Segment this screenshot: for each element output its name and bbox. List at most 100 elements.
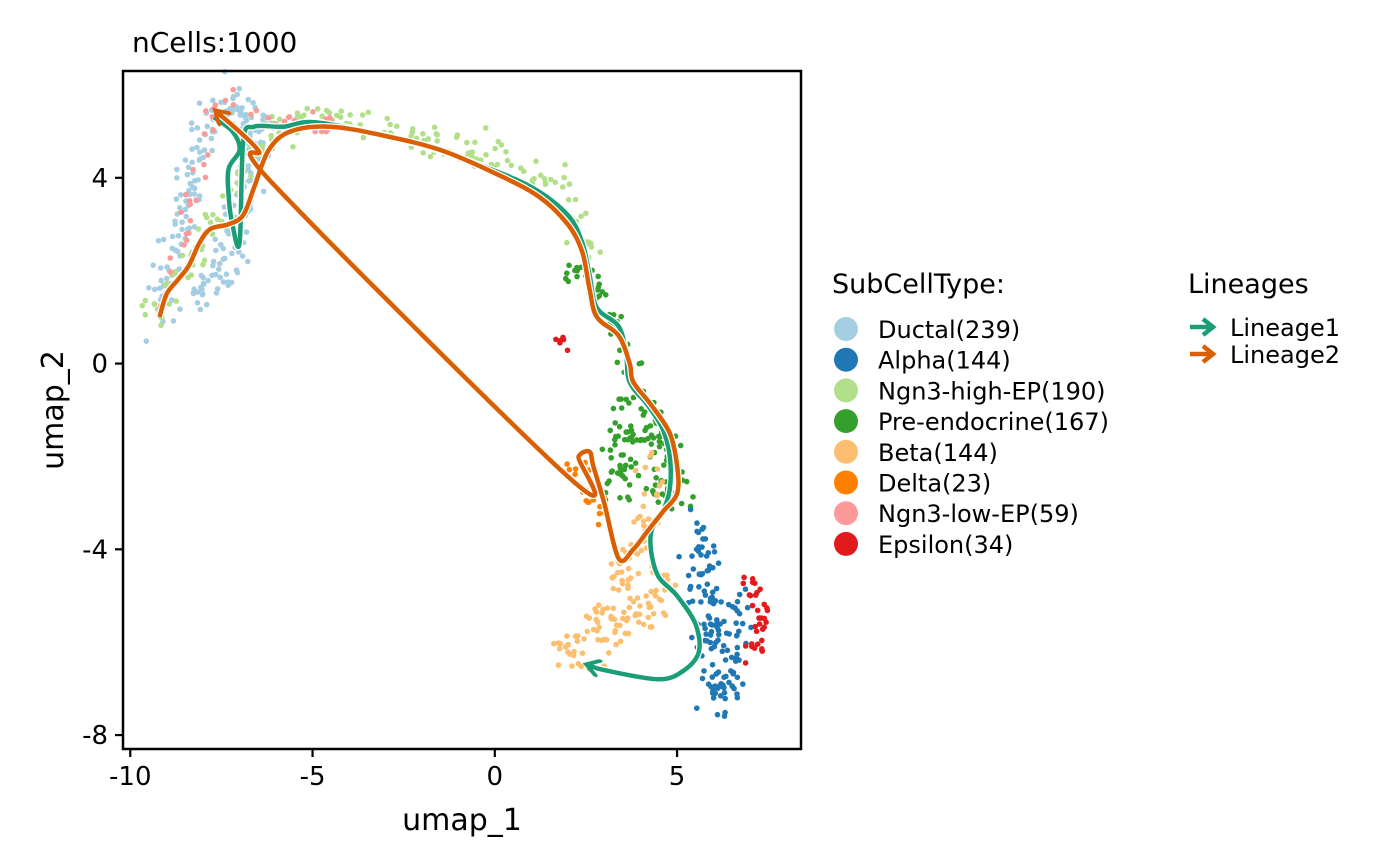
cell-point: [200, 261, 206, 268]
cell-point: [723, 630, 730, 636]
legend-swatch: [834, 409, 858, 434]
cell-point: [205, 152, 211, 158]
cell-point: [622, 630, 628, 637]
cell-point: [721, 618, 727, 625]
cell-point: [347, 112, 354, 118]
cell-point: [761, 624, 767, 630]
cell-point: [197, 156, 203, 162]
cell-point: [709, 661, 716, 668]
cell-point: [319, 113, 325, 119]
cell-point: [628, 427, 635, 434]
cell-point: [740, 580, 747, 587]
cell-point: [216, 260, 223, 267]
cell-point: [222, 97, 229, 104]
cell-point: [260, 117, 266, 123]
cell-point: [207, 219, 214, 226]
cell-point: [253, 107, 260, 114]
cell-point: [223, 108, 230, 114]
cell-point: [197, 306, 204, 313]
cell-point: [637, 513, 643, 520]
cell-point: [643, 485, 650, 492]
cell-point: [632, 612, 639, 619]
cell-point: [599, 289, 605, 295]
cell-point: [704, 568, 710, 574]
cell-point: [427, 153, 434, 160]
cell-point: [177, 306, 183, 313]
legend-swatch: [834, 470, 858, 495]
cell-point: [715, 560, 722, 566]
cell-point: [701, 668, 707, 674]
cell-point: [152, 286, 158, 293]
cell-point: [595, 637, 601, 643]
cell-point: [248, 111, 254, 118]
cell-point: [627, 575, 634, 581]
cell-point: [260, 188, 267, 195]
cell-point: [173, 196, 180, 202]
cell-point: [608, 561, 615, 567]
cell-point: [608, 616, 615, 622]
cell-point: [721, 689, 728, 696]
y-axis: -8 -4 0 4: [82, 164, 123, 751]
cell-point: [731, 685, 737, 692]
legend-swatch: [834, 347, 858, 372]
cell-point: [503, 149, 509, 155]
cell-point: [298, 113, 305, 120]
cell-point: [645, 516, 652, 522]
cell-point: [194, 144, 200, 151]
cell-point: [650, 610, 657, 617]
cell-point: [642, 464, 649, 471]
cell-point: [203, 108, 209, 114]
legend-swatch: [834, 378, 858, 403]
y-tick-label: -8: [82, 721, 108, 751]
cell-point: [453, 134, 460, 140]
cell-point: [719, 648, 726, 655]
x-axis: -10 -5 0 5: [109, 749, 685, 792]
cell-point: [531, 175, 537, 182]
cell-point: [469, 149, 476, 155]
cell-point: [605, 650, 612, 656]
lineage-curve-2: [157, 113, 681, 564]
cell-point: [566, 466, 573, 473]
cell-point: [234, 269, 241, 276]
cell-point: [638, 360, 645, 366]
cell-point: [409, 129, 416, 135]
cell-point: [717, 693, 724, 699]
cell-point: [151, 301, 158, 307]
legend-label: Ngn3-low-EP(59): [878, 500, 1079, 528]
cell-point: [618, 405, 625, 411]
cell-point: [285, 114, 292, 120]
cell-point: [715, 627, 722, 633]
cell-point: [197, 149, 203, 155]
cell-point: [565, 197, 572, 203]
cell-point: [596, 510, 603, 517]
cell-point: [638, 547, 645, 554]
cell-point: [315, 106, 321, 112]
cell-point: [600, 606, 606, 613]
lineage-layer: [156, 113, 704, 683]
cell-point: [574, 638, 581, 644]
cell-point: [752, 592, 759, 598]
cell-point: [613, 622, 620, 628]
cell-point: [208, 135, 215, 142]
y-axis-title: umap_2: [36, 350, 71, 470]
cell-point: [541, 176, 548, 182]
cell-point: [652, 592, 658, 598]
cell-point: [139, 302, 146, 309]
cell-point: [186, 225, 193, 231]
cell-point: [268, 132, 274, 139]
cell-point: [607, 427, 613, 434]
legend-swatch: [834, 439, 858, 464]
cell-point: [664, 572, 670, 578]
cell-point: [230, 102, 237, 108]
cell-point: [176, 266, 182, 272]
cell-point: [433, 131, 440, 137]
cell-point: [625, 585, 631, 592]
cell-point: [191, 178, 198, 184]
cell-point: [290, 144, 296, 150]
cell-point: [636, 611, 643, 618]
cell-point: [230, 86, 236, 93]
cell-point: [620, 615, 626, 622]
cell-point: [635, 472, 642, 479]
cell-point: [182, 206, 189, 213]
